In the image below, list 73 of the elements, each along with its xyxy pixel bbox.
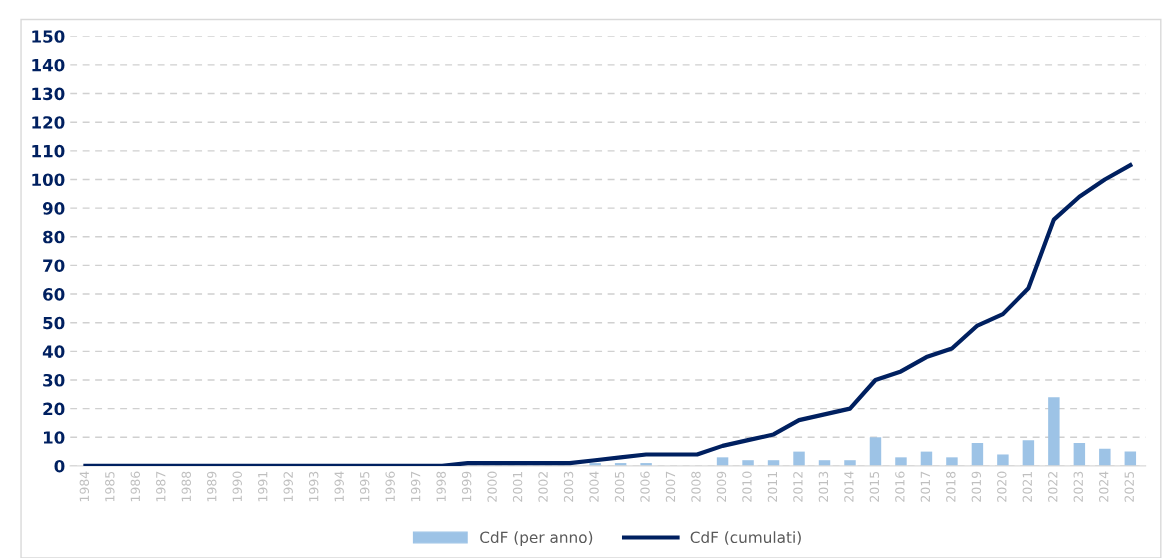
x-tick-label: 2019 <box>971 471 982 502</box>
x-tick-label: 2006 <box>640 471 650 502</box>
bar <box>895 457 907 466</box>
y-tick-label: 90 <box>42 202 65 215</box>
x-tick-label: 2008 <box>691 471 701 502</box>
x-tick-label: 2024 <box>1099 471 1109 502</box>
x-tick-label: 2013 <box>818 471 829 502</box>
x-tick-label: 2003 <box>563 471 574 502</box>
y-tick-label: 60 <box>43 288 65 301</box>
x-tick-label: 1998 <box>436 471 446 502</box>
bar <box>1048 397 1060 466</box>
bar <box>971 443 984 466</box>
x-tick-label: 1986 <box>130 471 141 502</box>
x-tick-label: 2025 <box>1124 471 1134 502</box>
x-tick-label: 2005 <box>614 471 625 502</box>
x-tick-label: 2011 <box>767 471 778 502</box>
x-tick-label: 2002 <box>538 472 548 502</box>
legend-label: CdF (cumulati) <box>690 531 801 545</box>
x-tick-label: 1991 <box>258 471 268 502</box>
x-tick-label: 1996 <box>385 471 395 502</box>
y-tick-label: 0 <box>54 459 65 473</box>
y-tick-label: 150 <box>32 30 65 43</box>
y-tick-label: 130 <box>32 87 65 101</box>
x-tick-label: 2001 <box>512 471 523 502</box>
y-tick-label: 110 <box>32 144 65 158</box>
y-tick-label: 100 <box>32 173 65 187</box>
bar <box>742 460 754 466</box>
bar <box>1022 440 1035 466</box>
x-tick-label: 2004 <box>589 471 599 502</box>
x-tick-label: 1999 <box>461 471 472 502</box>
y-tick-label: 140 <box>32 58 65 72</box>
x-tick-label: 1988 <box>181 471 191 502</box>
x-tick-label: 2018 <box>946 471 956 502</box>
x-tick-label: 2007 <box>665 471 676 502</box>
bar <box>844 460 856 466</box>
y-tick-label: 120 <box>32 116 65 129</box>
bar <box>869 437 882 466</box>
x-tick-label: 2016 <box>895 471 905 502</box>
x-tick-label: 2014 <box>844 471 854 502</box>
y-tick-label: 50 <box>43 316 65 330</box>
x-tick-label: 2023 <box>1073 471 1083 502</box>
bar <box>793 451 805 466</box>
bar <box>946 457 958 466</box>
bar <box>997 454 1009 466</box>
x-tick-label: 1987 <box>156 471 166 502</box>
x-tick-label: 1993 <box>308 471 319 502</box>
x-tick-label: 1997 <box>410 471 421 502</box>
y-tick-label: 30 <box>43 373 65 387</box>
x-tick-label: 2022 <box>1048 472 1058 502</box>
x-tick-label: 1992 <box>283 472 293 502</box>
x-tick-label: 2012 <box>793 472 803 502</box>
x-tick-label: 2010 <box>742 471 752 502</box>
y-tick-label: 40 <box>42 345 65 358</box>
x-tick-label: 2009 <box>716 471 727 502</box>
x-tick-label: 1995 <box>359 471 370 502</box>
x-tick-label: 1984 <box>79 471 90 502</box>
x-tick-label: 2015 <box>869 471 880 502</box>
x-tick-label: 2000 <box>487 471 497 502</box>
y-tick-label: 20 <box>43 402 65 416</box>
x-tick-label: 1989 <box>207 471 217 502</box>
legend-label: CdF (per anno) <box>480 531 593 547</box>
y-tick-label: 70 <box>43 259 65 272</box>
bar <box>1099 448 1111 466</box>
x-tick-label: 2020 <box>997 471 1007 502</box>
x-tick-label: 1985 <box>105 471 115 502</box>
x-tick-label: 1994 <box>334 471 344 502</box>
y-tick-label: 10 <box>43 431 65 444</box>
line-series <box>83 163 1133 466</box>
x-tick-label: 1990 <box>232 471 242 502</box>
x-tick-label: 2017 <box>920 471 931 502</box>
bar <box>1073 443 1086 466</box>
y-tick-label: 80 <box>43 230 65 244</box>
x-tick-label: 2021 <box>1022 471 1033 502</box>
